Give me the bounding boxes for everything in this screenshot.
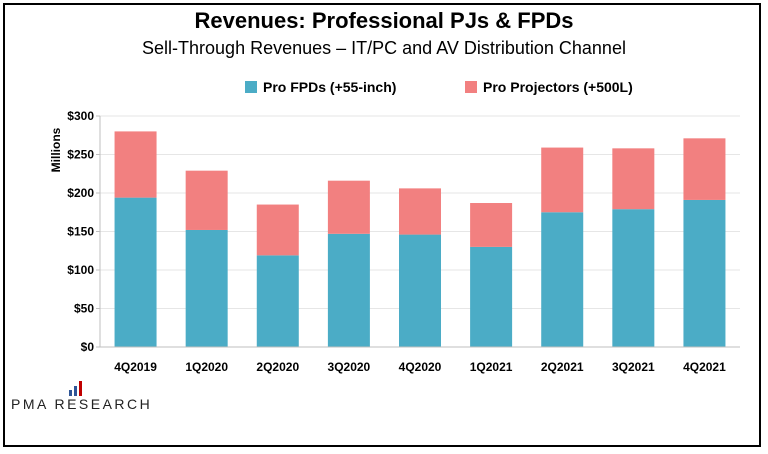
legend-label-projector: Pro Projectors (+500L) <box>483 79 633 95</box>
bar-fpd <box>256 255 299 347</box>
y-tick-label: $300 <box>67 109 94 123</box>
x-tick-label: 4Q2020 <box>399 360 442 374</box>
bar-projector <box>114 131 157 198</box>
bar-projector <box>327 180 370 234</box>
logo-text: PMA RESEARCH <box>11 396 153 412</box>
legend-label-fpd: Pro FPDs (+55-inch) <box>263 79 397 95</box>
y-tick-label: $0 <box>81 340 95 354</box>
y-tick-label: $200 <box>67 186 94 200</box>
bars <box>114 131 726 347</box>
pma-research-logo: PMA RESEARCH <box>11 376 171 416</box>
chart-title: Revenues: Professional PJs & FPDs <box>194 8 574 33</box>
logo-bars-icon <box>69 380 89 396</box>
x-tick-label: 4Q2021 <box>683 360 726 374</box>
legend-swatch-projector <box>465 81 477 93</box>
x-tick-label: 3Q2021 <box>612 360 655 374</box>
bar-fpd <box>541 212 584 347</box>
chart-subtitle: Sell-Through Revenues – IT/PC and AV Dis… <box>142 38 626 58</box>
chart-legend: Pro FPDs (+55-inch) Pro Projectors (+500… <box>0 79 768 99</box>
y-tick-label: $250 <box>67 148 94 162</box>
logo-bar <box>69 390 72 396</box>
axes: $0 $50 $100 $150 $200 $250 $300 4Q2019 1Q2020 2Q2… <box>67 109 740 374</box>
x-tick-label: 4Q2019 <box>114 360 157 374</box>
y-axis-label: Millions <box>49 127 63 172</box>
bar-fpd <box>683 199 726 347</box>
x-tick-label: 1Q2020 <box>185 360 228 374</box>
x-tick-label: 1Q2021 <box>470 360 513 374</box>
bar-projector <box>683 138 726 200</box>
legend-item-projector: Pro Projectors (+500L) <box>465 79 633 95</box>
y-tick-label: $100 <box>67 263 94 277</box>
y-tick-label: $150 <box>67 225 94 239</box>
x-tick-label: 2Q2020 <box>256 360 299 374</box>
bar-projector <box>541 147 584 213</box>
bar-fpd <box>612 209 655 347</box>
legend-item-fpd: Pro FPDs (+55-inch) <box>245 79 396 95</box>
bar-projector <box>185 170 228 230</box>
legend-swatch-fpd <box>245 81 257 93</box>
bar-projector <box>399 188 441 235</box>
bar-fpd <box>399 234 441 347</box>
logo-bar <box>74 386 77 396</box>
bar-projector <box>256 204 299 256</box>
bar-fpd <box>114 197 157 347</box>
x-tick-label: 2Q2021 <box>541 360 584 374</box>
bar-fpd <box>185 229 228 347</box>
x-tick-label: 3Q2020 <box>328 360 371 374</box>
bar-projector <box>612 148 655 210</box>
logo-bar <box>79 381 82 396</box>
bar-projector <box>470 203 513 247</box>
y-tick-label: $50 <box>74 302 94 316</box>
bar-fpd <box>327 233 370 347</box>
bar-fpd <box>470 246 513 347</box>
